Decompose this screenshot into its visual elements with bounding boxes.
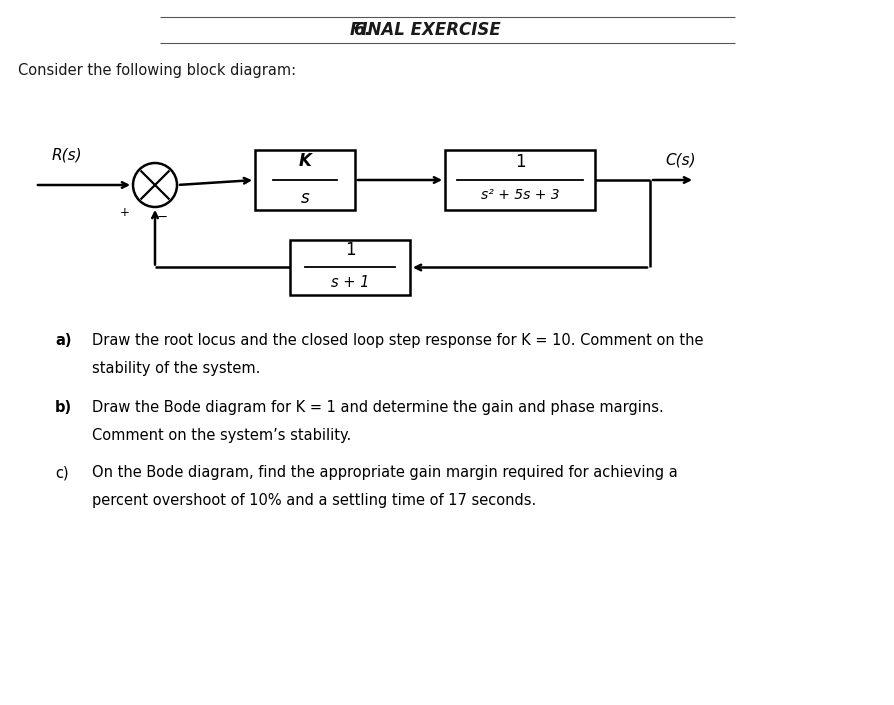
- Text: +: +: [120, 206, 130, 219]
- Text: C(s): C(s): [664, 153, 695, 168]
- Text: Draw the Bode diagram for K = 1 and determine the gain and phase margins.: Draw the Bode diagram for K = 1 and dete…: [92, 400, 663, 415]
- Text: 1: 1: [514, 153, 525, 171]
- Text: b): b): [55, 400, 72, 415]
- Text: −: −: [156, 211, 168, 224]
- Text: On the Bode diagram, find the appropriate gain margin required for achieving a: On the Bode diagram, find the appropriat…: [92, 465, 677, 480]
- Text: 6.: 6.: [352, 21, 371, 39]
- Bar: [444, 150, 595, 210]
- Text: K: K: [299, 152, 311, 170]
- Text: Draw the root locus and the closed loop step response for K = 10. Comment on the: Draw the root locus and the closed loop …: [92, 333, 703, 348]
- Text: c): c): [55, 465, 69, 480]
- Text: s: s: [300, 189, 309, 207]
- Text: Comment on the system’s stability.: Comment on the system’s stability.: [92, 428, 350, 443]
- Text: stability of the system.: stability of the system.: [92, 361, 260, 376]
- Text: FINAL EXERCISE: FINAL EXERCISE: [350, 21, 500, 39]
- Text: Consider the following block diagram:: Consider the following block diagram:: [18, 63, 296, 78]
- Text: a): a): [55, 333, 72, 348]
- Text: percent overshoot of 10% and a settling time of 17 seconds.: percent overshoot of 10% and a settling …: [92, 493, 536, 508]
- Text: s² + 5s + 3: s² + 5s + 3: [480, 188, 559, 202]
- Text: s + 1: s + 1: [331, 276, 369, 290]
- Bar: [290, 240, 409, 295]
- Text: 1: 1: [344, 242, 355, 259]
- Bar: [255, 150, 355, 210]
- Text: R(s): R(s): [52, 148, 82, 163]
